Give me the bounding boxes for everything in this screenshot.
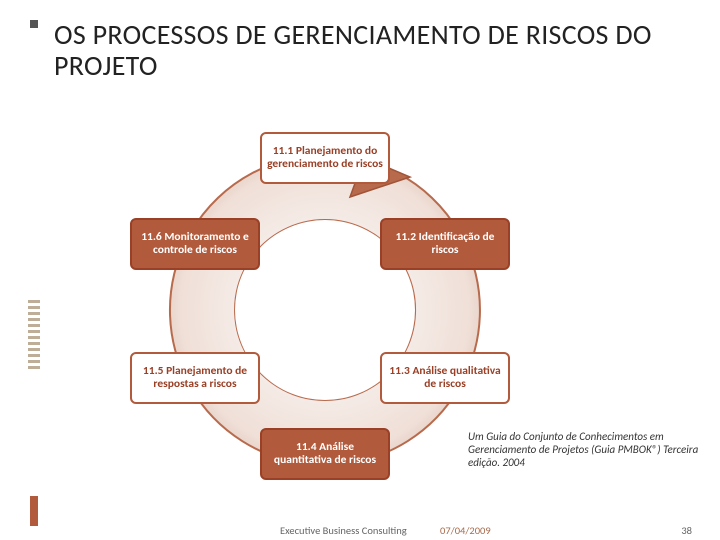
slide-title: OS PROCESSOS DE GERENCIAMENTO DE RISCOS …	[54, 20, 684, 82]
top-left-marker	[30, 20, 38, 28]
node-11-5: 11.5 Planejamento de respostas a riscos	[130, 352, 260, 404]
node-11-1: 11.1 Planejamento do gerenciamento de ri…	[260, 132, 390, 184]
node-11-2: 11.2 Identificação de riscos	[380, 218, 510, 270]
node-11-4: 11.4 Análise quantitativa de riscos	[260, 428, 390, 480]
footer-page: 38	[681, 524, 692, 537]
left-side-accent	[30, 496, 38, 526]
node-11-6: 11.6 Monitoramento e controle de riscos	[130, 218, 260, 270]
source-caption: Um Guia do Conjunto de Conhecimentos em …	[468, 430, 708, 470]
node-11-3: 11.3 Análise qualitativa de riscos	[380, 352, 510, 404]
left-side-stripes	[28, 300, 40, 370]
footer-date: 07/04/2009	[440, 524, 491, 537]
footer-center: Executive Business Consulting	[280, 524, 407, 537]
